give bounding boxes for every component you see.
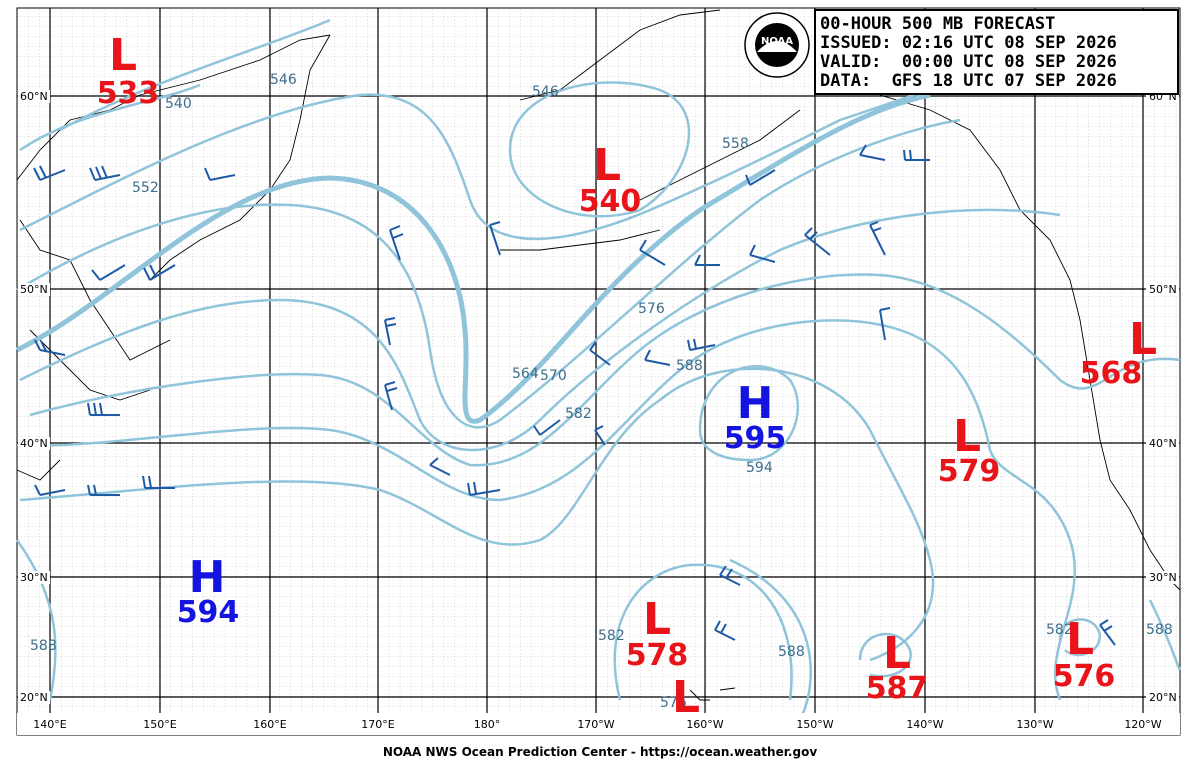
lon-label: 160°E: [253, 718, 286, 731]
header-box: 00-HOUR 500 MB FORECAST ISSUED: 02:16 UT…: [814, 9, 1179, 95]
center-value: 579: [938, 454, 1001, 489]
center-value: 568: [1080, 356, 1143, 391]
lon-label: 180°: [474, 718, 501, 731]
header-line: DATA: GFS 18 UTC 07 SEP 2026: [820, 71, 1117, 91]
plot-area: [16, 7, 1181, 736]
center-letter: L: [1066, 614, 1094, 665]
center-letter: H: [189, 552, 226, 603]
contour-label: 582: [565, 406, 592, 422]
center-letter: H: [737, 378, 774, 429]
contour-label: 564: [512, 366, 539, 382]
lat-label: 50°N: [20, 283, 48, 296]
header-line: ISSUED: 02:16 UTC 08 SEP 2026: [820, 33, 1117, 53]
center-value: 595: [724, 421, 787, 456]
lon-label: 140°W: [906, 718, 943, 731]
contour-label: 570: [540, 368, 567, 384]
contour-label: 552: [132, 180, 159, 196]
contour-label: 594: [746, 460, 773, 476]
lon-label: 170°E: [361, 718, 394, 731]
contour-label: 546: [270, 72, 297, 88]
footer: NOAA NWS Ocean Prediction Center - https…: [383, 745, 817, 759]
lat-label: 20°N: [1149, 691, 1177, 704]
contour-label: 588: [778, 644, 805, 660]
center-value: 587: [866, 671, 929, 706]
graticule: [17, 8, 1180, 735]
center-value: 540: [579, 184, 642, 219]
contour-label: 588: [1146, 622, 1173, 638]
logo-text: NOAA: [761, 36, 793, 47]
center-letter: L: [109, 30, 137, 81]
center-letter: L: [1129, 314, 1157, 365]
lat-label: 30°N: [20, 571, 48, 584]
lon-label: 120°W: [1124, 718, 1161, 731]
lat-label: 40°N: [20, 437, 48, 450]
center-letter: L: [883, 628, 911, 679]
center-value: 594: [177, 595, 240, 630]
contour-label: 546: [532, 84, 559, 100]
lat-label: 50°N: [1149, 283, 1177, 296]
lon-label: 160°W: [686, 718, 723, 731]
lat-label: 30°N: [1149, 571, 1177, 584]
lat-labels: 60°N 50°N 40°N 30°N 20°N 60°N 50°N 40°N …: [18, 90, 1179, 704]
contour-label: 576: [638, 301, 665, 317]
lon-label: 150°W: [796, 718, 833, 731]
center-letter: L: [593, 140, 621, 191]
lat-label: 60°N: [20, 90, 48, 103]
wind-barbs: [33, 144, 1116, 646]
center-value: 576: [1053, 659, 1116, 694]
noaa-logo: NOAA: [744, 12, 810, 78]
lon-labels: 140°E 150°E 160°E 170°E 180° 170°W 160°W…: [17, 713, 1180, 735]
lat-label: 40°N: [1149, 437, 1177, 450]
center-value: 533: [97, 76, 160, 111]
header-line: 00-HOUR 500 MB FORECAST: [820, 14, 1055, 34]
contour-label: 588: [30, 638, 57, 654]
center-value: 578: [626, 638, 689, 673]
contour-label: 576: [660, 695, 687, 711]
lon-label: 130°W: [1016, 718, 1053, 731]
lon-label: 150°E: [143, 718, 176, 731]
center-letter: L: [953, 411, 981, 462]
contour-label: 558: [722, 136, 749, 152]
contour-label: 582: [1046, 622, 1073, 638]
contour-label: 582: [598, 628, 625, 644]
lon-label: 170°W: [577, 718, 614, 731]
center-letter: L: [643, 594, 671, 645]
contour-labels: 546 540 552 546 558 564 570 576 582 588 …: [30, 72, 1173, 711]
contour-label: 540: [165, 96, 192, 112]
contour-label: 588: [676, 358, 703, 374]
lon-label: 140°E: [33, 718, 66, 731]
lat-label: 20°N: [20, 691, 48, 704]
height-contours: [15, 18, 1182, 721]
header-line: VALID: 00:00 UTC 08 SEP 2026: [820, 52, 1117, 72]
